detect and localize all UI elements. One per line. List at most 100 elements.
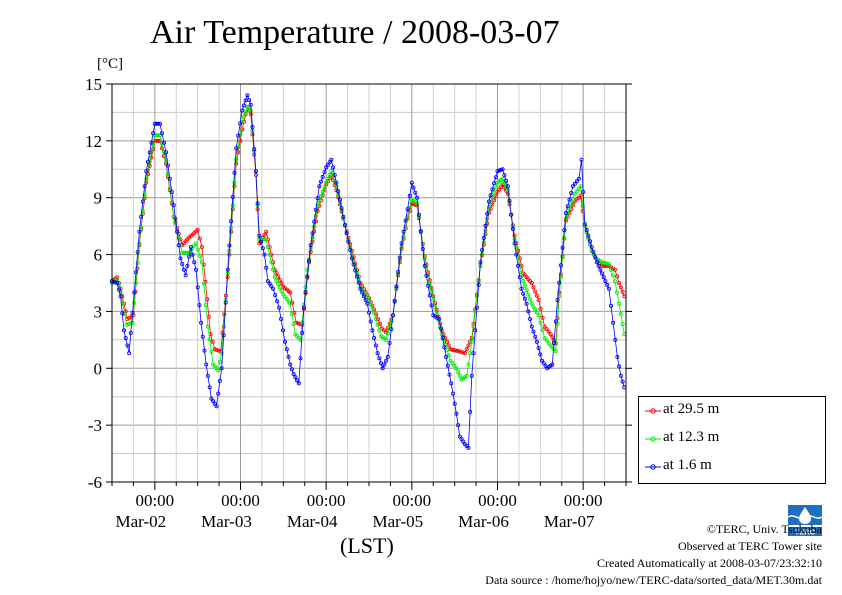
data-point (274, 271, 279, 276)
data-point (586, 233, 591, 238)
data-point (243, 109, 248, 114)
data-point (159, 131, 164, 136)
data-point (205, 324, 210, 329)
data-point (420, 246, 425, 251)
data-point (317, 184, 322, 189)
data-point (375, 316, 380, 321)
x-tick-label-time: 00:00 (392, 491, 431, 510)
data-point (332, 172, 337, 177)
data-point (519, 286, 524, 291)
data-point (411, 185, 416, 190)
data-point (279, 288, 284, 293)
data-point (322, 185, 327, 190)
data-point (305, 274, 310, 279)
legend: at 29.5 m at 12.3 m at 1.6 m (638, 396, 826, 484)
data-point (161, 153, 166, 158)
data-point (236, 150, 241, 155)
data-point (289, 311, 294, 316)
data-point (458, 349, 463, 354)
data-point (282, 339, 287, 344)
data-point (288, 290, 293, 295)
data-point (128, 321, 133, 326)
data-point (403, 224, 408, 229)
data-point (552, 340, 557, 345)
data-point (199, 320, 204, 325)
data-point (462, 351, 467, 356)
data-point (183, 273, 188, 278)
data-point (609, 303, 614, 308)
y-tick-label: 9 (94, 189, 103, 208)
x-tick-label-date: Mar-05 (373, 512, 424, 531)
data-point (429, 303, 434, 308)
data-point (524, 301, 529, 306)
data-point (403, 218, 408, 223)
data-point (424, 273, 429, 278)
data-point (219, 366, 224, 371)
data-point (236, 133, 241, 138)
data-point (422, 256, 427, 261)
x-axis-label: (LST) (340, 533, 394, 558)
data-point (288, 301, 293, 306)
data-point (195, 247, 200, 252)
data-point (145, 172, 150, 177)
data-point (329, 169, 334, 174)
data-point (199, 260, 204, 265)
data-point (618, 311, 623, 316)
data-point (156, 121, 161, 126)
data-point (277, 285, 282, 290)
data-point (325, 176, 330, 181)
data-point (485, 211, 490, 216)
data-point (405, 207, 410, 212)
data-point (127, 351, 132, 356)
data-point (185, 250, 190, 255)
y-axis-unit: [°C] (97, 56, 123, 72)
data-point (396, 269, 401, 274)
data-point (348, 247, 353, 252)
data-point (187, 254, 192, 259)
data-point (300, 330, 305, 335)
legend-item-1-6m: at 1.6 m (639, 455, 825, 479)
data-point (574, 179, 579, 184)
data-point (507, 198, 512, 203)
data-point (448, 358, 453, 363)
data-point (553, 319, 558, 324)
data-point (291, 322, 296, 327)
data-point (611, 320, 616, 325)
y-tick-label: 12 (85, 132, 102, 151)
data-point (120, 311, 125, 316)
data-point (601, 275, 606, 280)
data-point (149, 140, 154, 145)
data-point (210, 339, 215, 344)
data-point (298, 356, 303, 361)
data-point (197, 303, 202, 308)
chart-grid (111, 83, 627, 483)
data-point (434, 307, 439, 312)
data-point (598, 267, 603, 272)
data-point (133, 270, 138, 275)
data-point (366, 310, 371, 315)
data-point (132, 290, 137, 295)
data-point (130, 320, 135, 325)
data-point (620, 322, 625, 327)
data-point (516, 248, 521, 253)
data-point (536, 346, 541, 351)
data-point (265, 244, 270, 249)
data-point (315, 203, 320, 208)
data-point (536, 313, 541, 318)
data-point (392, 298, 397, 303)
data-point (250, 125, 255, 130)
data-point (123, 335, 128, 340)
data-point (334, 184, 339, 189)
data-point (142, 192, 147, 197)
data-point (446, 343, 451, 348)
data-point (514, 245, 519, 250)
data-point (422, 263, 427, 268)
series-line (111, 94, 625, 449)
data-point (581, 189, 586, 194)
data-point (118, 294, 123, 299)
data-point (407, 193, 412, 198)
footer-source: Data source : /home/hojyo/new/TERC-data/… (485, 573, 822, 587)
data-point (275, 299, 280, 304)
data-point (234, 146, 239, 151)
